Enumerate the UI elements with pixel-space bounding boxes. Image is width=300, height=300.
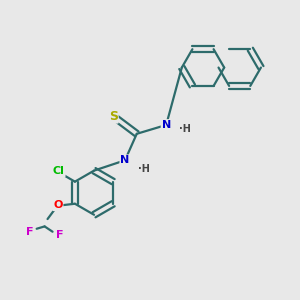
Text: Cl: Cl	[53, 166, 65, 176]
Text: O: O	[53, 200, 62, 210]
Text: ·H: ·H	[138, 164, 150, 174]
Text: N: N	[162, 120, 171, 130]
Text: ·H: ·H	[179, 124, 191, 134]
Text: N: N	[120, 155, 130, 165]
Text: F: F	[26, 227, 33, 237]
Text: S: S	[109, 110, 118, 123]
Text: F: F	[56, 230, 64, 240]
